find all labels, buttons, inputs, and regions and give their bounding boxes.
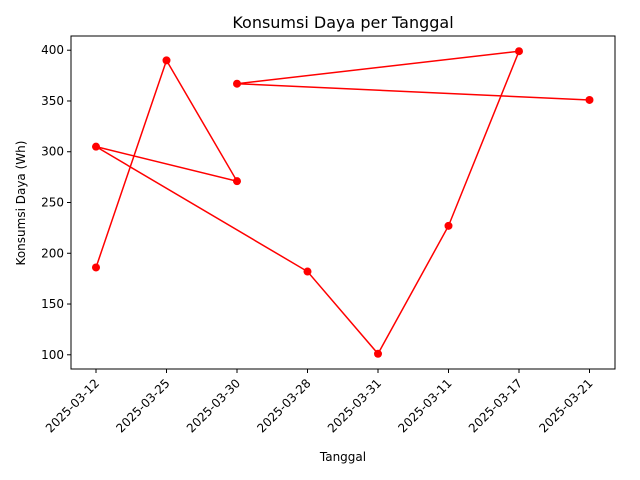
data-point bbox=[92, 263, 100, 272]
data-point bbox=[233, 177, 241, 186]
chart-title: Konsumsi Daya per Tanggal bbox=[232, 13, 453, 32]
y-tick-label: 100 bbox=[41, 348, 64, 362]
series-line bbox=[95, 50, 590, 356]
y-tick-label: 400 bbox=[41, 43, 64, 57]
y-axis-label: Konsumsi Daya (Wh) bbox=[14, 141, 28, 266]
x-tick-label: 2025-03-17 bbox=[466, 376, 525, 435]
data-point bbox=[92, 142, 100, 151]
y-tick-label: 300 bbox=[41, 145, 64, 159]
data-point bbox=[515, 47, 523, 56]
data-point bbox=[162, 56, 171, 65]
x-axis-label: Tanggal bbox=[319, 450, 366, 464]
y-tick-label: 250 bbox=[41, 196, 64, 210]
x-tick-label: 2025-03-25 bbox=[113, 376, 172, 435]
data-point bbox=[374, 349, 382, 358]
x-tick-label: 2025-03-30 bbox=[184, 376, 243, 435]
x-tick-label: 2025-03-11 bbox=[395, 376, 454, 435]
x-tick-label: 2025-03-12 bbox=[43, 376, 102, 435]
data-point bbox=[444, 221, 453, 230]
y-axis: 100 150 200 250 300 350 400 bbox=[41, 43, 71, 362]
y-tick-label: 150 bbox=[41, 297, 64, 311]
plot-frame bbox=[70, 35, 616, 370]
x-tick-label: 2025-03-28 bbox=[254, 376, 313, 435]
series-layer bbox=[92, 47, 594, 358]
x-axis: 2025-03-12 2025-03-25 2025-03-30 2025-03-28… bbox=[43, 369, 596, 435]
x-tick-label: 2025-03-21 bbox=[536, 376, 595, 435]
data-point bbox=[585, 95, 594, 104]
y-tick-label: 200 bbox=[41, 246, 64, 260]
y-tick-label: 350 bbox=[41, 94, 64, 108]
data-point bbox=[233, 79, 241, 88]
data-point bbox=[303, 267, 312, 276]
x-tick-label: 2025-03-31 bbox=[325, 376, 384, 435]
